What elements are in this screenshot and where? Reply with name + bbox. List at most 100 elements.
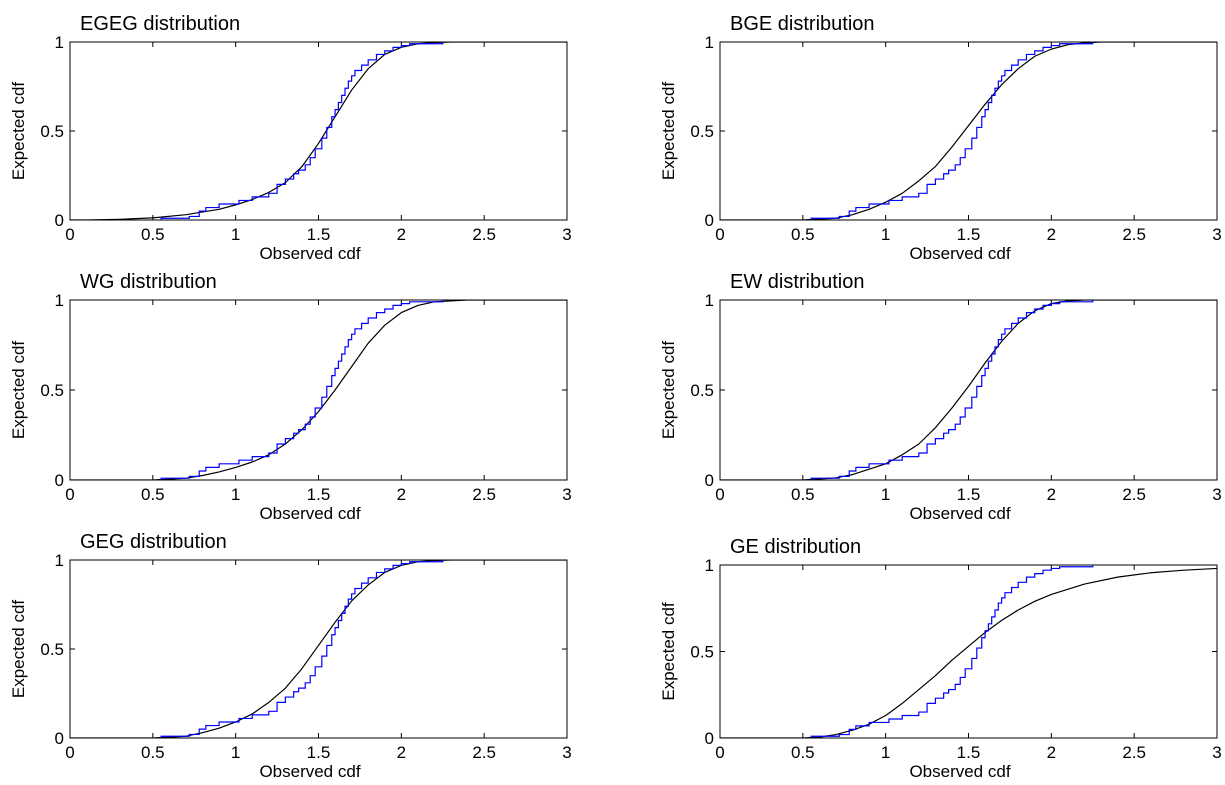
y-tick-label: 1 xyxy=(55,551,64,570)
x-tick-label: 1.5 xyxy=(307,225,331,244)
panel-5: 0 0.5 1 1.5 2 2.5 3 0 0.5 1 GEG distribution Observ… xyxy=(9,531,572,781)
x-tick-label: 2 xyxy=(397,485,406,504)
x-tick-label: 0.5 xyxy=(791,743,815,762)
x-axis-label: Observed cdf xyxy=(909,504,1010,523)
y-tick-label: 0.5 xyxy=(40,122,64,141)
x-tick-label: 3 xyxy=(1212,743,1221,762)
x-tick-label: 0.5 xyxy=(791,225,815,244)
panel-title: GEG distribution xyxy=(80,531,227,553)
x-tick-label: 2.5 xyxy=(1122,485,1146,504)
panel-title: WG distribution xyxy=(80,271,217,293)
x-tick-label: 2 xyxy=(1047,743,1056,762)
y-tick-label: 0 xyxy=(705,729,714,748)
y-tick-label: 0.5 xyxy=(690,643,714,662)
panel-title: BGE distribution xyxy=(730,13,875,35)
x-axis-label: Observed cdf xyxy=(909,244,1010,263)
y-axis-label: Expected cdf xyxy=(659,82,678,181)
y-tick-label: 1 xyxy=(705,33,714,52)
x-tick-label: 0 xyxy=(715,485,724,504)
y-tick-label: 0.5 xyxy=(690,381,714,400)
x-tick-label: 2.5 xyxy=(472,743,496,762)
y-tick-label: 1 xyxy=(705,291,714,310)
x-tick-label: 2.5 xyxy=(1122,225,1146,244)
panel-3: 0 0.5 1 1.5 2 2.5 3 0 0.5 1 WG distribution Observe… xyxy=(9,271,572,523)
x-axis-label: Observed cdf xyxy=(909,762,1010,781)
empirical-cdf-line xyxy=(160,560,444,738)
x-tick-label: 0 xyxy=(715,225,724,244)
x-tick-label: 2 xyxy=(397,225,406,244)
x-tick-label: 0 xyxy=(65,225,74,244)
y-tick-label: 1 xyxy=(55,291,64,310)
x-axis-label: Observed cdf xyxy=(259,504,360,523)
y-tick-label: 0 xyxy=(55,471,64,490)
x-tick-label: 0 xyxy=(65,485,74,504)
x-tick-label: 2 xyxy=(397,743,406,762)
y-axis-label: Expected cdf xyxy=(659,602,678,701)
plot-frame xyxy=(719,41,1218,221)
x-tick-label: 0 xyxy=(715,743,724,762)
x-tick-label: 3 xyxy=(562,225,571,244)
x-tick-label: 1 xyxy=(231,225,240,244)
y-tick-label: 0 xyxy=(55,729,64,748)
x-tick-label: 3 xyxy=(562,485,571,504)
y-axis-label: Expected cdf xyxy=(9,600,28,699)
y-axis-label: Expected cdf xyxy=(659,341,678,440)
y-tick-label: 0.5 xyxy=(690,122,714,141)
x-tick-label: 1.5 xyxy=(957,225,981,244)
panel-title: EW distribution xyxy=(730,271,865,293)
x-axis-label: Observed cdf xyxy=(259,244,360,263)
panel-title: GE distribution xyxy=(730,536,861,558)
empirical-cdf-line xyxy=(810,42,1094,220)
x-tick-label: 3 xyxy=(562,743,571,762)
fitted-cdf-curve xyxy=(70,300,567,480)
panel-4: 0 0.5 1 1.5 2 2.5 3 0 0.5 1 EW distribution Observe… xyxy=(659,271,1222,523)
empirical-cdf-line xyxy=(810,565,1094,738)
y-tick-label: 0.5 xyxy=(40,381,64,400)
fitted-cdf-curve xyxy=(720,42,1217,220)
plot-frame xyxy=(69,41,568,221)
x-tick-label: 0.5 xyxy=(791,485,815,504)
panel-1: 0 0.5 1 1.5 2 2.5 3 0 0.5 1 EGEG distribution Obser… xyxy=(9,13,572,263)
x-tick-label: 2.5 xyxy=(472,485,496,504)
x-tick-label: 1 xyxy=(881,743,890,762)
fitted-cdf-curve xyxy=(70,42,567,220)
x-tick-label: 2 xyxy=(1047,485,1056,504)
empirical-cdf-line xyxy=(810,300,1094,480)
panel-6: 0 0.5 1 1.5 2 2.5 3 0 0.5 1 GE distribution Observe… xyxy=(659,536,1222,781)
x-tick-label: 1 xyxy=(881,225,890,244)
x-tick-label: 0 xyxy=(65,743,74,762)
x-tick-label: 3 xyxy=(1212,225,1221,244)
y-tick-label: 0.5 xyxy=(40,640,64,659)
fitted-cdf-curve xyxy=(720,300,1217,480)
x-tick-label: 1 xyxy=(231,485,240,504)
empirical-cdf-line xyxy=(160,300,444,480)
y-tick-label: 0 xyxy=(705,471,714,490)
x-tick-label: 1 xyxy=(881,485,890,504)
x-tick-label: 2.5 xyxy=(472,225,496,244)
plot-frame xyxy=(69,559,568,739)
x-tick-label: 1.5 xyxy=(957,743,981,762)
y-axis-label: Expected cdf xyxy=(9,82,28,181)
x-tick-label: 0.5 xyxy=(141,485,165,504)
y-tick-label: 0 xyxy=(705,211,714,230)
x-tick-label: 1.5 xyxy=(307,485,331,504)
panel-title: EGEG distribution xyxy=(80,13,240,35)
plot-frame xyxy=(719,564,1218,739)
x-tick-label: 1.5 xyxy=(307,743,331,762)
panel-2: 0 0.5 1 1.5 2 2.5 3 0 0.5 1 BGE distribution Observ… xyxy=(659,13,1222,263)
plot-frame xyxy=(69,299,568,481)
fitted-cdf-curve xyxy=(70,560,567,738)
plot-frame xyxy=(719,299,1218,481)
y-tick-label: 0 xyxy=(55,211,64,230)
x-tick-label: 2 xyxy=(1047,225,1056,244)
y-tick-label: 1 xyxy=(55,33,64,52)
x-axis-label: Observed cdf xyxy=(259,762,360,781)
x-tick-label: 3 xyxy=(1212,485,1221,504)
x-tick-label: 0.5 xyxy=(141,743,165,762)
x-tick-label: 1 xyxy=(231,743,240,762)
empirical-cdf-line xyxy=(160,42,444,220)
y-axis-label: Expected cdf xyxy=(9,341,28,440)
fitted-cdf-curve xyxy=(720,567,1217,738)
x-tick-label: 1.5 xyxy=(957,485,981,504)
